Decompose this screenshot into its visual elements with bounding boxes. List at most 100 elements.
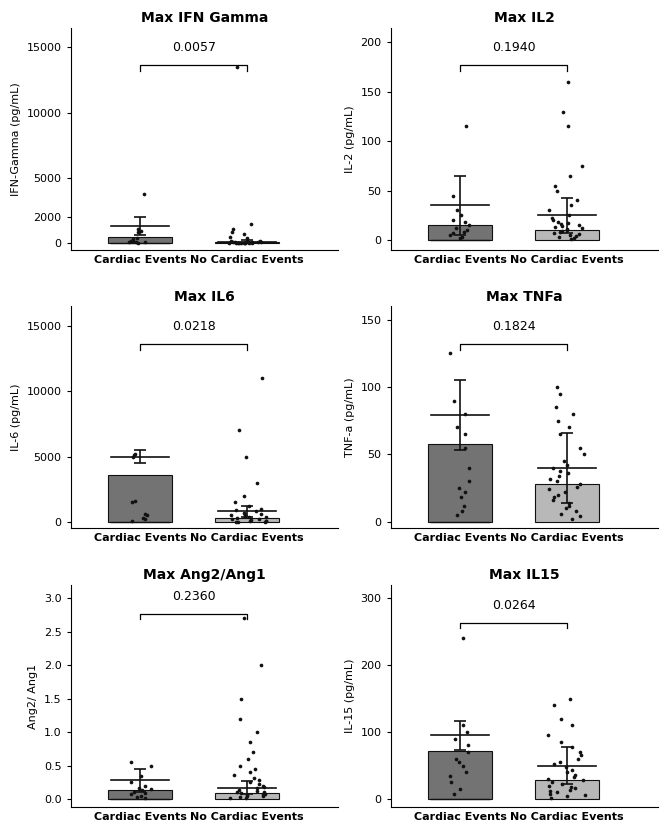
Point xyxy=(256,235,266,248)
Bar xyxy=(215,242,279,243)
Point xyxy=(567,741,578,754)
Point xyxy=(133,222,144,236)
Point xyxy=(240,509,250,522)
Point xyxy=(573,227,584,241)
Point xyxy=(458,719,468,732)
Point xyxy=(577,774,588,787)
Point xyxy=(246,513,256,526)
Point xyxy=(459,407,470,421)
Point xyxy=(565,199,576,212)
Point xyxy=(128,232,139,246)
Point xyxy=(565,232,576,246)
Point xyxy=(244,514,255,527)
Point xyxy=(452,508,462,521)
Point xyxy=(126,776,136,789)
Point xyxy=(552,786,563,799)
Point xyxy=(458,499,469,512)
Point xyxy=(563,499,574,512)
Point xyxy=(140,791,151,805)
Point xyxy=(244,500,254,513)
Point xyxy=(261,514,272,527)
Point xyxy=(455,232,466,245)
Point xyxy=(140,786,151,800)
Point xyxy=(448,394,459,407)
Point xyxy=(460,216,470,229)
Point xyxy=(225,791,235,805)
Point xyxy=(233,515,244,528)
Point xyxy=(258,788,268,801)
Point xyxy=(555,507,566,521)
Point xyxy=(234,783,245,796)
Point xyxy=(549,491,559,504)
Point xyxy=(140,779,151,792)
Point xyxy=(131,791,142,804)
Point xyxy=(240,508,250,521)
Point xyxy=(126,234,137,247)
Point xyxy=(567,512,577,526)
Point xyxy=(231,515,242,528)
Point xyxy=(244,237,254,250)
Point xyxy=(250,762,260,776)
Point xyxy=(577,159,588,172)
Point xyxy=(547,776,557,789)
Point xyxy=(234,759,245,772)
Point xyxy=(555,427,565,441)
Point xyxy=(569,781,580,795)
Point xyxy=(137,784,148,797)
Point xyxy=(452,204,462,217)
Point xyxy=(240,237,250,250)
Point xyxy=(261,511,272,524)
Point xyxy=(234,236,245,249)
Text: 0.1824: 0.1824 xyxy=(492,320,535,333)
Point xyxy=(256,372,267,385)
Point xyxy=(556,736,567,749)
Point xyxy=(238,506,249,520)
Point xyxy=(559,455,569,468)
Point xyxy=(564,208,575,222)
Point xyxy=(227,512,237,526)
Point xyxy=(562,466,573,480)
Point xyxy=(127,235,138,248)
Point xyxy=(556,224,567,237)
Y-axis label: IL-6 (pg/mL): IL-6 (pg/mL) xyxy=(11,384,21,451)
Point xyxy=(550,401,561,414)
Point xyxy=(235,786,246,800)
Point xyxy=(251,785,262,798)
Point xyxy=(260,787,270,801)
Point xyxy=(241,791,252,805)
Point xyxy=(572,480,583,493)
Point xyxy=(248,746,258,759)
Point xyxy=(569,232,579,245)
Point xyxy=(226,225,237,238)
Point xyxy=(460,441,471,454)
Point xyxy=(571,229,581,242)
Point xyxy=(136,769,147,782)
Point xyxy=(549,227,559,240)
Point xyxy=(552,475,563,488)
Point xyxy=(245,766,256,779)
Point xyxy=(573,752,583,766)
Point xyxy=(553,216,563,229)
Point xyxy=(243,752,254,766)
Point xyxy=(230,496,241,509)
Point xyxy=(543,779,554,792)
Point xyxy=(457,504,468,517)
Point xyxy=(246,236,257,249)
Point xyxy=(228,768,239,781)
Point xyxy=(127,450,138,463)
Point xyxy=(545,472,556,486)
Point xyxy=(245,736,256,749)
Bar xyxy=(428,444,492,521)
Point xyxy=(126,514,137,527)
Point xyxy=(550,179,561,192)
Point xyxy=(463,746,474,759)
Point xyxy=(554,469,565,482)
Point xyxy=(551,381,562,394)
Point xyxy=(456,231,467,244)
Y-axis label: IL-15 (pg/mL): IL-15 (pg/mL) xyxy=(345,659,355,733)
Point xyxy=(562,790,573,803)
Point xyxy=(449,732,460,746)
Point xyxy=(561,222,572,236)
Point xyxy=(543,729,553,742)
Point xyxy=(226,509,237,522)
